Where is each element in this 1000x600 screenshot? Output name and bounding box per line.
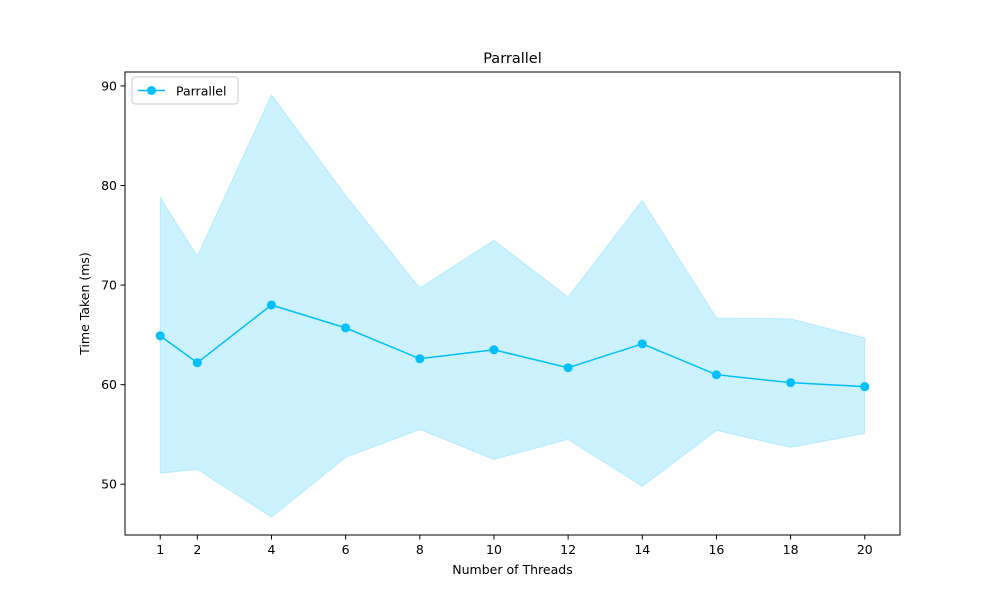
y-tick-label: 70 xyxy=(101,278,117,293)
y-tick-label: 60 xyxy=(101,377,117,392)
data-point xyxy=(155,331,165,341)
x-tick-label: 8 xyxy=(416,542,424,557)
x-tick-label: 16 xyxy=(708,542,724,557)
x-tick-label: 18 xyxy=(783,542,799,557)
data-point xyxy=(563,363,573,373)
x-tick-label: 20 xyxy=(857,542,873,557)
y-tick-label: 90 xyxy=(101,78,117,93)
legend-label: Parrallel xyxy=(176,84,226,99)
x-tick-label: 2 xyxy=(193,542,201,557)
legend: Parrallel xyxy=(131,76,239,105)
y-tick-label: 50 xyxy=(101,477,117,492)
x-tick-label: 4 xyxy=(267,542,275,557)
legend-box xyxy=(131,76,239,105)
data-point xyxy=(266,300,276,310)
x-tick-label: 14 xyxy=(634,542,650,557)
chart-title: Parrallel xyxy=(483,51,542,67)
x-axis-ticks: 1 2 4 6 8 10 12 14 16 18 20 xyxy=(156,535,873,557)
legend-marker-swatch xyxy=(147,86,156,95)
confidence-band xyxy=(159,93,866,518)
data-point xyxy=(489,345,499,355)
data-point xyxy=(192,358,202,368)
y-axis-label: Time Taken (ms) xyxy=(77,252,92,356)
series-marker-layer xyxy=(155,300,870,392)
data-point xyxy=(786,378,796,388)
plot-area-frame xyxy=(124,71,901,536)
data-point xyxy=(860,382,870,392)
x-tick-label: 1 xyxy=(156,542,164,557)
data-point xyxy=(711,370,721,380)
x-tick-label: 10 xyxy=(486,542,502,557)
y-tick-label: 80 xyxy=(101,178,117,193)
data-point xyxy=(341,323,351,333)
x-axis-label: Number of Threads xyxy=(452,562,572,577)
x-tick-label: 12 xyxy=(560,542,576,557)
x-tick-label: 6 xyxy=(342,542,350,557)
data-point xyxy=(415,354,425,364)
confidence-band-layer xyxy=(159,93,866,518)
y-axis-ticks: 50 60 70 80 90 xyxy=(101,78,125,492)
data-point xyxy=(637,339,647,349)
